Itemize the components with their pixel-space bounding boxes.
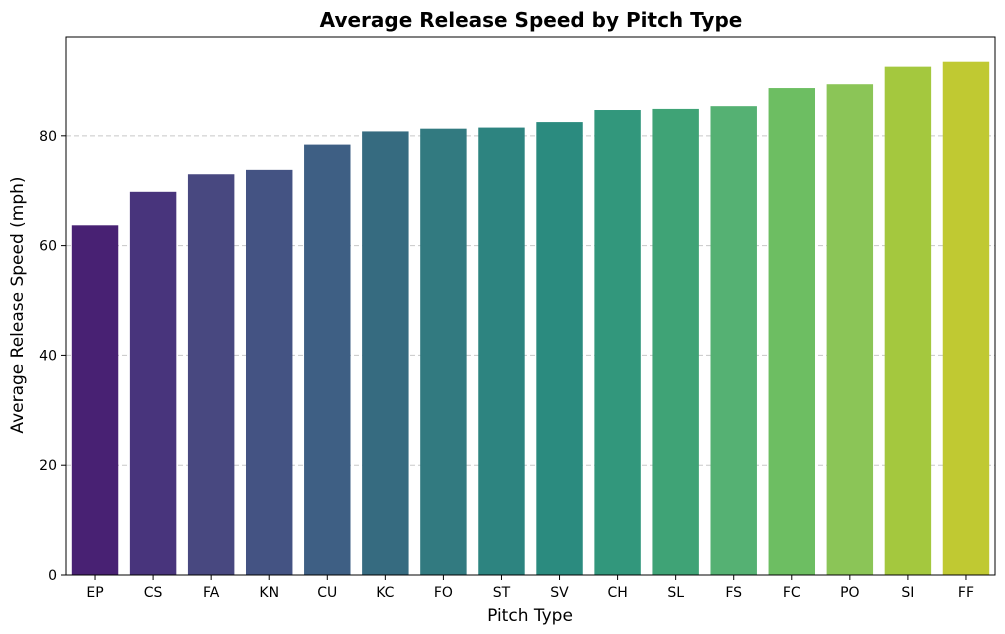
plot-frame [65,36,996,576]
y-tick-label: 60 [39,239,57,255]
y-tick-label: 0 [48,568,57,584]
x-tick-label: FC [783,585,801,601]
bar-fs [710,106,757,576]
x-tick-label: KN [259,585,279,601]
x-tick-label: FA [203,585,220,601]
bars [71,61,990,576]
x-tick-label: KC [376,585,394,601]
y-axis-label: Average Release Speed (mph) [8,176,28,433]
x-axis-label: Pitch Type [487,606,573,626]
bar-st [478,127,525,575]
bar-ep [71,225,119,576]
x-tick-label: CU [317,585,337,601]
x-tick-label: ST [493,585,511,601]
bar-po [826,84,874,575]
y-axis: 0 20 40 60 80 [39,129,66,584]
x-tick-label: SV [550,585,569,601]
bar-cs [129,191,177,575]
x-tick-label: SL [667,585,684,601]
x-tick-label: SI [901,585,914,601]
bar-sv [536,122,583,576]
bar-fo [420,128,467,575]
bar-fa [187,174,235,575]
x-tick-label: CH [607,585,627,601]
bar-sl [652,108,699,576]
x-tick-label: PO [840,585,859,601]
y-tick-label: 40 [39,348,57,364]
chart-title: Average Release Speed by Pitch Type [320,8,743,32]
x-tick-label: FO [434,585,453,601]
x-tick-label: FF [958,585,974,601]
bar-kn [245,169,293,575]
x-tick-label: FS [725,585,742,601]
y-tick-label: 80 [39,129,57,145]
bar-ff [942,61,990,575]
y-tick-label: 20 [39,458,57,474]
bar-kc [362,131,409,575]
bar-si [884,66,932,575]
bar-cu [304,144,351,575]
x-tick-label: CS [144,585,163,601]
x-tick-label: EP [86,585,103,601]
bar-fc [768,88,816,575]
x-axis: EP CS FA KN CU KC FO ST SV CH SL FS FC PO SI FF [86,575,974,601]
bar-ch [594,110,641,575]
